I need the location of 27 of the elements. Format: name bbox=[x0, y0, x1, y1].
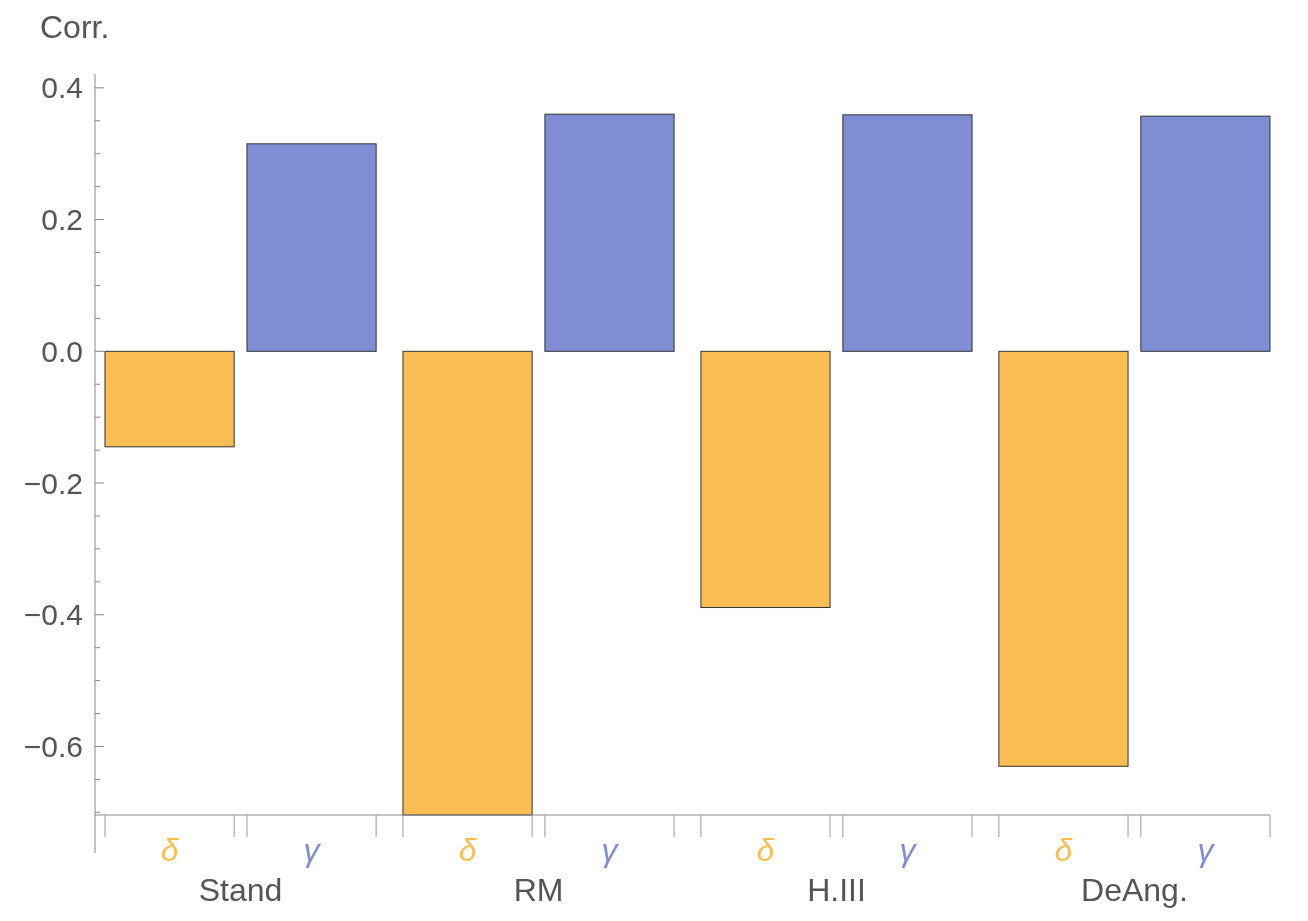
bar bbox=[402, 350, 533, 816]
bar bbox=[842, 114, 973, 352]
text: δ bbox=[160, 832, 179, 868]
text: γ bbox=[899, 832, 916, 868]
y-tick-label: 0.2 bbox=[41, 203, 83, 237]
bar bbox=[700, 350, 831, 609]
x-tick-label: Stand bbox=[198, 872, 283, 908]
series-label: δ bbox=[458, 832, 478, 868]
text: γ bbox=[1197, 832, 1214, 868]
text: δ bbox=[1054, 832, 1073, 868]
text: δ bbox=[756, 832, 775, 868]
bar bbox=[544, 113, 675, 352]
x-tick-label: DeAng. bbox=[1081, 872, 1188, 908]
y-tick-label: 0.0 bbox=[41, 334, 83, 368]
x-tick-label: H.III bbox=[807, 872, 866, 908]
y-tick-label: −0.6 bbox=[23, 730, 83, 763]
bar bbox=[246, 143, 377, 352]
y-axis-title: Corr. bbox=[40, 9, 110, 45]
y-tick-label: −0.2 bbox=[23, 466, 83, 500]
y-tick-label: 0.4 bbox=[41, 71, 83, 105]
bar bbox=[998, 350, 1129, 767]
bar bbox=[104, 350, 235, 448]
x-tick-label: RM bbox=[513, 872, 564, 908]
text: γ bbox=[601, 832, 618, 868]
y-tick-label: −0.4 bbox=[23, 598, 83, 632]
text: γ bbox=[303, 832, 322, 868]
bar bbox=[1140, 115, 1271, 352]
